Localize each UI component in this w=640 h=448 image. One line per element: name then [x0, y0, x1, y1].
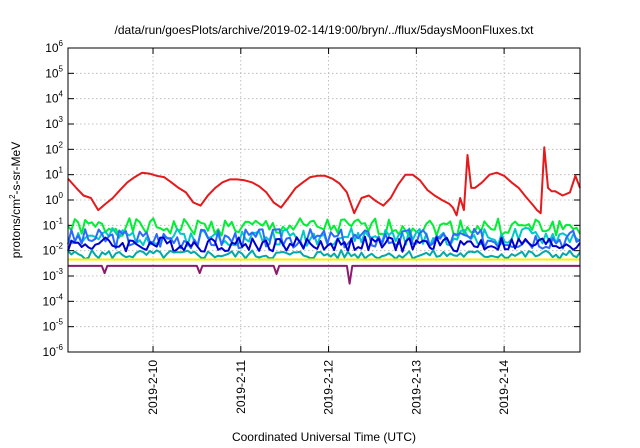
y-tick-label: 10-2 [43, 242, 64, 258]
y-axis-label: protons/cm2-s-sr-MeV [8, 142, 23, 258]
chart-title: /data/run/goesPlots/archive/2019-02-14/1… [115, 23, 535, 37]
y-tick-label: 10-3 [43, 267, 64, 283]
y-tick-label: 105 [45, 64, 63, 80]
plot-area [67, 47, 581, 353]
x-tick-label: 2019-2-10 [146, 360, 160, 415]
x-tick-label: 2019-2-11 [234, 360, 248, 414]
x-axis-label: Coordinated Universal Time (UTC) [232, 430, 416, 444]
plot-frame [67, 47, 581, 353]
series-line-4 [67, 227, 581, 250]
y-tick-label: 10-4 [43, 292, 64, 308]
y-tick-label: 103 [45, 115, 63, 131]
y-tick-label: 10-5 [43, 318, 64, 334]
y-tick-label: 104 [45, 90, 63, 106]
series-line-8 [68, 264, 580, 285]
series-line-6 [67, 249, 581, 260]
y-tick-label: 106 [45, 39, 63, 55]
series-line-2 [67, 217, 581, 237]
y-tick-label: 10-6 [43, 343, 64, 359]
series-line-5 [67, 235, 581, 253]
y-tick-label: 10-1 [43, 216, 64, 232]
y-tick-label: 102 [45, 140, 63, 156]
y-tick-label: 101 [45, 166, 63, 182]
x-tick-label: 2019-2-14 [497, 360, 511, 415]
x-tick-label: 2019-2-12 [322, 360, 336, 415]
series-line-1 [67, 146, 581, 217]
y-tick-label: 100 [45, 191, 63, 207]
x-tick-label: 2019-2-13 [409, 360, 423, 415]
